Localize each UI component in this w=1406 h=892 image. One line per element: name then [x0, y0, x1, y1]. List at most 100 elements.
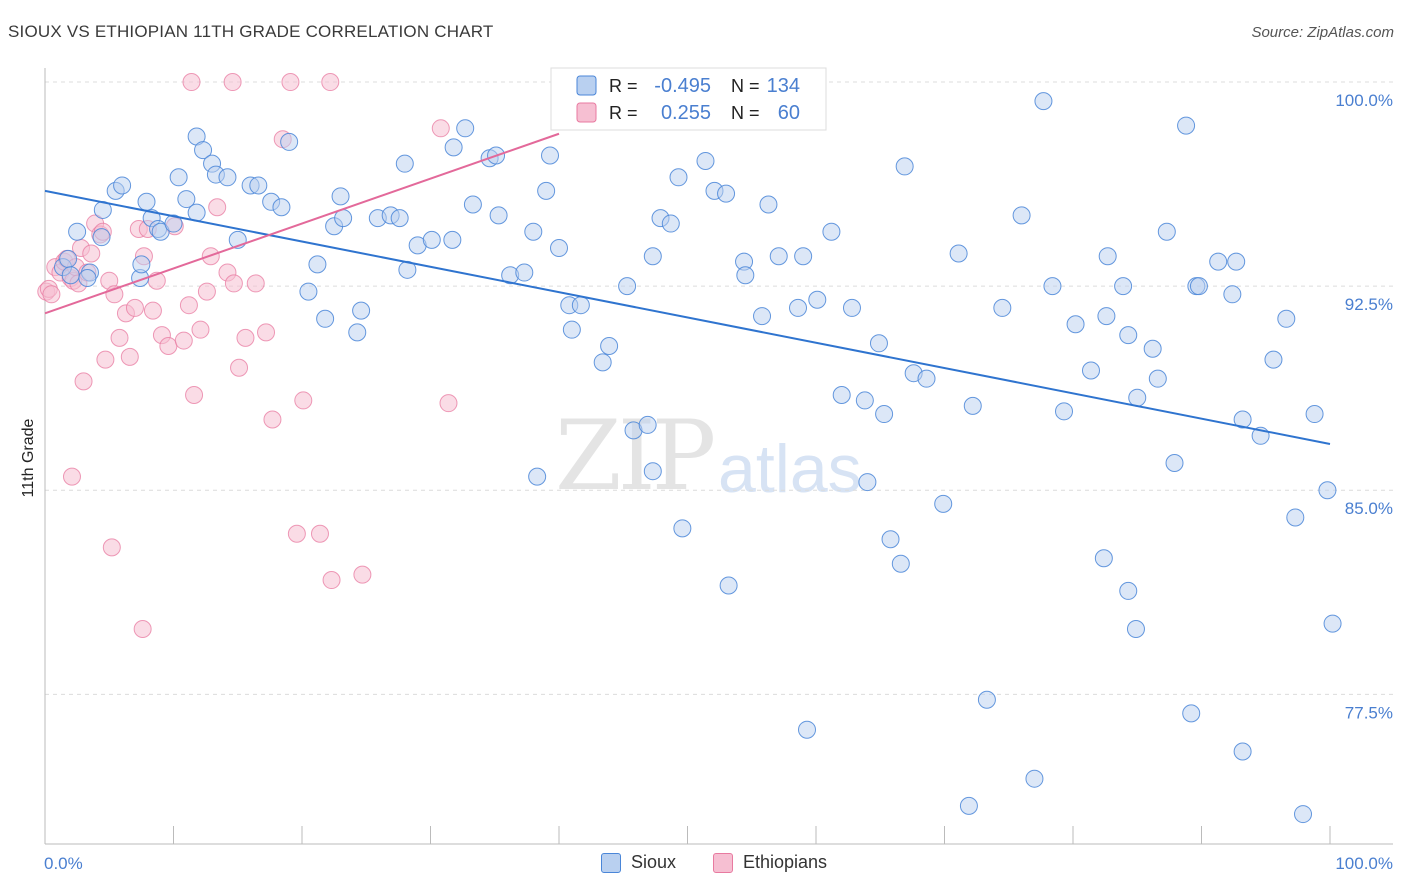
ethiopians-point: [208, 198, 227, 217]
ethiopians-point: [310, 524, 329, 543]
sioux-point: [934, 494, 953, 513]
sioux-point: [78, 268, 97, 287]
sioux-point: [1097, 307, 1116, 326]
ethiopians-point: [230, 358, 249, 377]
trend-lines: [44, 132, 1331, 445]
sioux-point: [562, 320, 581, 339]
sioux-point: [515, 263, 534, 282]
sioux-point: [169, 168, 188, 187]
ethiopians-point: [257, 323, 276, 342]
sioux-point: [92, 228, 111, 247]
ethiopians-point: [182, 73, 201, 92]
sioux-point: [1055, 402, 1074, 421]
sioux-point: [1318, 481, 1337, 500]
sioux-point: [736, 266, 755, 285]
y-axis-title: 11th Grade: [20, 418, 37, 497]
sioux-point: [194, 141, 213, 160]
ethiopians-point: [120, 347, 139, 366]
sioux-point: [280, 132, 299, 151]
ethiopians-trend-line: [44, 132, 560, 315]
sioux-points: [53, 92, 1342, 824]
sioux-point: [1094, 549, 1113, 568]
sioux-point: [1189, 277, 1208, 296]
sioux-point: [1066, 315, 1085, 334]
watermark-atlas: atlas: [718, 431, 862, 507]
sioux-point: [719, 576, 738, 595]
ethiopians-point: [159, 337, 178, 356]
ethiopians-point: [191, 320, 210, 339]
ethiopians-point: [74, 372, 93, 391]
sioux-point: [669, 168, 688, 187]
sioux-point: [753, 307, 772, 326]
sioux-point: [1305, 405, 1324, 424]
sioux-point: [1157, 222, 1176, 241]
sioux-point: [1294, 805, 1313, 824]
ethiopians-point: [353, 565, 372, 584]
sioux-point: [794, 247, 813, 266]
legend-label-ethiopians: Ethiopians: [743, 852, 828, 872]
ethiopians-point: [224, 274, 243, 293]
sioux-point: [308, 255, 327, 274]
sioux-point: [769, 247, 788, 266]
sioux-point: [571, 296, 590, 315]
sioux-point: [643, 247, 662, 266]
sioux-point: [822, 222, 841, 241]
sioux-point: [249, 176, 268, 195]
sioux-point: [537, 181, 556, 200]
sioux-point: [1233, 742, 1252, 761]
sioux-point: [68, 222, 87, 241]
sioux-point: [1126, 620, 1145, 639]
ethiopians-point: [287, 524, 306, 543]
sioux-point: [489, 206, 508, 225]
sioux-point: [855, 391, 874, 410]
ethiopians-point: [62, 467, 81, 486]
y-tick-label: 85.0%: [1345, 499, 1393, 518]
sioux-point: [1043, 277, 1062, 296]
ethiopians-point: [439, 394, 458, 413]
stats-legend: R = -0.495 N = 134 R = 0.255 N = 60: [550, 67, 827, 131]
x-tick-label-max: 100.0%: [1335, 854, 1393, 873]
sioux-point: [177, 190, 196, 209]
ethiopians-point: [246, 274, 265, 293]
sioux-point: [977, 690, 996, 709]
ethiopians-point: [185, 385, 204, 404]
sioux-point: [759, 195, 778, 214]
sioux-point: [593, 353, 612, 372]
ethiopians-point: [263, 410, 282, 429]
sioux-point: [661, 214, 680, 233]
ethiopians-points: [37, 73, 458, 639]
sioux-point: [618, 277, 637, 296]
sioux-point: [842, 298, 861, 317]
sioux-point: [875, 405, 894, 424]
sioux-point: [963, 396, 982, 415]
sioux-point: [1128, 388, 1147, 407]
sioux-point: [299, 282, 318, 301]
tick-labels: 77.5% 85.0% 92.5% 100.0% 0.0% 100.0%: [44, 91, 1393, 873]
ethiopians-point: [110, 328, 129, 347]
sioux-point: [550, 239, 568, 258]
ethiopians-point: [281, 73, 300, 92]
ethiopians-point: [143, 301, 162, 320]
sioux-point: [132, 255, 151, 274]
sioux-point: [316, 309, 335, 328]
sioux-point: [524, 222, 543, 241]
ethiopians-point: [294, 391, 313, 410]
sioux-point: [331, 187, 350, 206]
sioux-point: [1177, 116, 1196, 135]
ethiopians-point: [322, 571, 341, 590]
ethiopians-point: [431, 119, 450, 138]
sioux-point: [643, 462, 662, 481]
legend-item-ethiopians[interactable]: Ethiopians: [713, 852, 827, 873]
ethiopians-point: [125, 298, 144, 317]
sioux-point: [1323, 614, 1342, 633]
sioux-point: [1286, 508, 1305, 527]
sioux-point: [832, 385, 851, 404]
legend-item-sioux[interactable]: Sioux: [601, 852, 676, 873]
sioux-point: [390, 209, 409, 228]
sioux-point: [164, 214, 183, 233]
sioux-point: [1277, 309, 1296, 328]
ethiopians-point: [102, 538, 121, 557]
legend-label-sioux: Sioux: [631, 852, 677, 872]
axes: [44, 68, 1393, 845]
sioux-point: [858, 473, 877, 492]
